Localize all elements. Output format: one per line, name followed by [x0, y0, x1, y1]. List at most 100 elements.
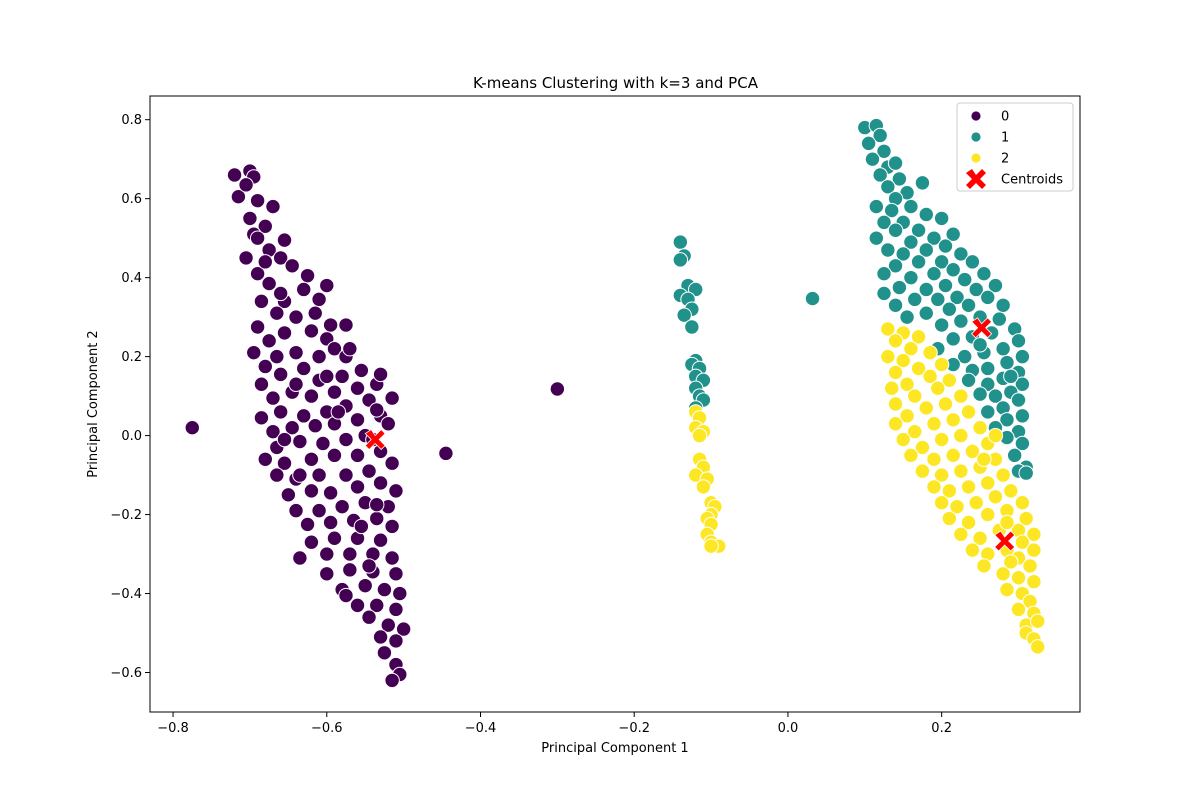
data-point-cluster-0 [369, 510, 385, 527]
data-point-cluster-1 [860, 135, 877, 152]
data-point-cluster-2 [953, 526, 969, 543]
data-point-cluster-0 [253, 293, 270, 310]
data-point-cluster-2 [1014, 534, 1031, 550]
y-tick-label: 0.4 [121, 271, 142, 286]
data-point-cluster-2 [914, 463, 931, 479]
data-point-cluster-1 [991, 311, 1007, 327]
data-point-cluster-2 [995, 467, 1011, 483]
data-point-cluster-1 [980, 360, 996, 377]
data-point-cluster-0 [311, 348, 327, 365]
data-point-cluster-2 [922, 368, 938, 385]
data-point-cluster-2 [880, 348, 896, 365]
data-point-cluster-2 [949, 498, 965, 515]
data-point-cluster-2 [907, 388, 923, 404]
data-point-cluster-2 [926, 451, 942, 467]
legend-marker-1 [970, 131, 982, 143]
legend-marker-2 [970, 152, 982, 164]
data-point-cluster-0 [369, 496, 385, 513]
data-point-cluster-0 [303, 323, 320, 339]
data-point-cluster-0 [349, 447, 366, 464]
data-point-cluster-2 [926, 479, 942, 495]
data-point-cluster-2 [999, 581, 1015, 598]
data-point-cluster-1 [868, 230, 885, 246]
data-point-cluster-0 [299, 267, 316, 284]
data-point-cluster-2 [976, 558, 992, 574]
data-point-cluster-2 [899, 376, 915, 392]
data-point-cluster-0 [349, 380, 366, 396]
data-point-cluster-2 [953, 427, 969, 444]
data-point-cluster-0 [319, 277, 335, 294]
data-point-cluster-2 [887, 364, 904, 381]
data-point-cluster-0 [361, 609, 377, 625]
data-point-cluster-1 [937, 238, 954, 254]
data-point-cluster-1 [1014, 376, 1031, 392]
data-point-cluster-0 [288, 309, 304, 325]
data-point-cluster-1 [684, 319, 700, 335]
data-point-cluster-1 [672, 234, 689, 250]
data-point-cluster-0 [288, 344, 304, 361]
data-point-cluster-1 [964, 254, 981, 270]
data-point-cluster-0 [303, 388, 320, 404]
data-point-cluster-0 [272, 366, 289, 383]
data-point-cluster-0 [315, 435, 331, 452]
data-point-cluster-2 [941, 372, 958, 389]
data-point-cluster-2 [895, 352, 911, 369]
data-point-cluster-2 [880, 321, 896, 337]
x-tick-label: 0.0 [778, 721, 799, 736]
data-point-cluster-0 [380, 416, 396, 432]
data-point-cluster-0 [280, 487, 297, 503]
centroid-marker [364, 428, 386, 451]
data-point-cluster-1 [945, 226, 961, 242]
data-point-cluster-1 [887, 155, 904, 171]
data-point-cluster-0 [276, 232, 293, 248]
data-point-cluster-2 [960, 404, 977, 420]
series-0 [184, 163, 566, 689]
data-point-cluster-0 [272, 250, 289, 266]
data-point-cluster-1 [945, 262, 961, 278]
data-point-cluster-0 [349, 597, 366, 614]
data-point-cluster-2 [918, 400, 934, 416]
data-point-cluster-1 [1018, 465, 1034, 481]
data-point-cluster-0 [311, 291, 327, 308]
x-tick-label: −0.4 [465, 721, 497, 736]
data-point-cluster-0 [319, 566, 335, 582]
data-point-cluster-0 [361, 463, 377, 479]
data-point-cluster-1 [872, 127, 888, 144]
data-point-cluster-1 [883, 202, 900, 219]
data-point-cluster-2 [933, 356, 950, 373]
data-point-cluster-0 [353, 518, 370, 535]
data-point-cluster-1 [999, 412, 1015, 428]
data-point-cluster-1 [880, 179, 896, 195]
data-point-cluster-2 [1022, 558, 1038, 574]
data-point-cluster-1 [918, 242, 934, 258]
data-point-cluster-2 [933, 467, 950, 483]
legend-label-0: 0 [1001, 110, 1009, 125]
data-point-cluster-0 [388, 566, 404, 582]
data-point-cluster-1 [987, 388, 1004, 404]
data-point-cluster-2 [1026, 526, 1042, 543]
data-point-cluster-2 [926, 416, 942, 432]
data-point-cluster-0 [330, 404, 347, 420]
x-tick-label: −0.6 [311, 721, 343, 736]
data-point-cluster-2 [972, 530, 988, 546]
data-point-cluster-0 [311, 467, 327, 483]
data-point-cluster-1 [1014, 435, 1031, 452]
data-point-cluster-0 [326, 447, 343, 464]
data-point-cluster-1 [918, 305, 934, 321]
data-point-cluster-1 [899, 309, 915, 325]
data-point-cluster-1 [1003, 368, 1019, 385]
data-point-cluster-1 [987, 277, 1004, 294]
data-point-cluster-1 [918, 206, 934, 223]
data-point-cluster-0 [299, 516, 316, 533]
data-point-cluster-0 [249, 265, 266, 282]
data-point-cluster-2 [930, 380, 946, 396]
data-point-cluster-0 [319, 368, 335, 385]
data-point-cluster-1 [995, 297, 1011, 313]
data-point-cluster-1 [914, 175, 931, 191]
data-point-cluster-2 [964, 542, 981, 558]
data-point-cluster-2 [976, 451, 992, 467]
data-point-cluster-1 [972, 337, 988, 353]
chart-title: K-means Clustering with k=3 and PCA [473, 74, 759, 92]
data-point-cluster-0 [288, 502, 304, 519]
data-point-cluster-1 [1014, 408, 1031, 424]
